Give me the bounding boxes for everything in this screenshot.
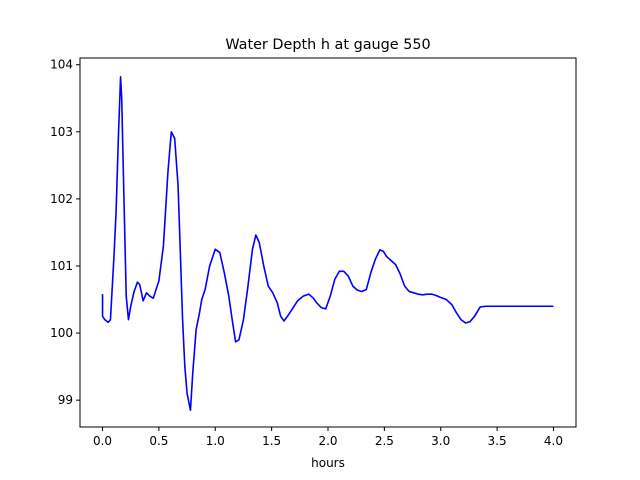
- y-tick-label: 102: [50, 192, 73, 206]
- y-tick-label: 103: [50, 125, 73, 139]
- y-tick-label: 99: [58, 393, 73, 407]
- chart-title: Water Depth h at gauge 550: [225, 37, 430, 53]
- x-axis-label: hours: [311, 456, 345, 470]
- y-tick-label: 100: [50, 326, 73, 340]
- x-tick-label: 0.0: [93, 434, 112, 448]
- y-tick-label: 101: [50, 259, 73, 273]
- x-tick-label: 3.0: [431, 434, 450, 448]
- y-tick-label: 104: [50, 58, 73, 72]
- x-axis: 0.0 0.5 1.0 1.5 2.0 2.5 3.0 3.5 4.0: [93, 427, 563, 448]
- x-tick-label: 2.5: [375, 434, 394, 448]
- plot-area: [101, 75, 554, 412]
- x-tick-label: 1.0: [206, 434, 225, 448]
- x-tick-label: 2.0: [318, 434, 337, 448]
- x-tick-label: 1.5: [262, 434, 281, 448]
- x-tick-label: 3.5: [488, 434, 507, 448]
- x-tick-label: 4.0: [544, 434, 563, 448]
- x-tick-label: 0.5: [149, 434, 168, 448]
- y-axis: 99 100 101 102 103 104: [50, 58, 80, 407]
- series-line-0: [101, 75, 554, 412]
